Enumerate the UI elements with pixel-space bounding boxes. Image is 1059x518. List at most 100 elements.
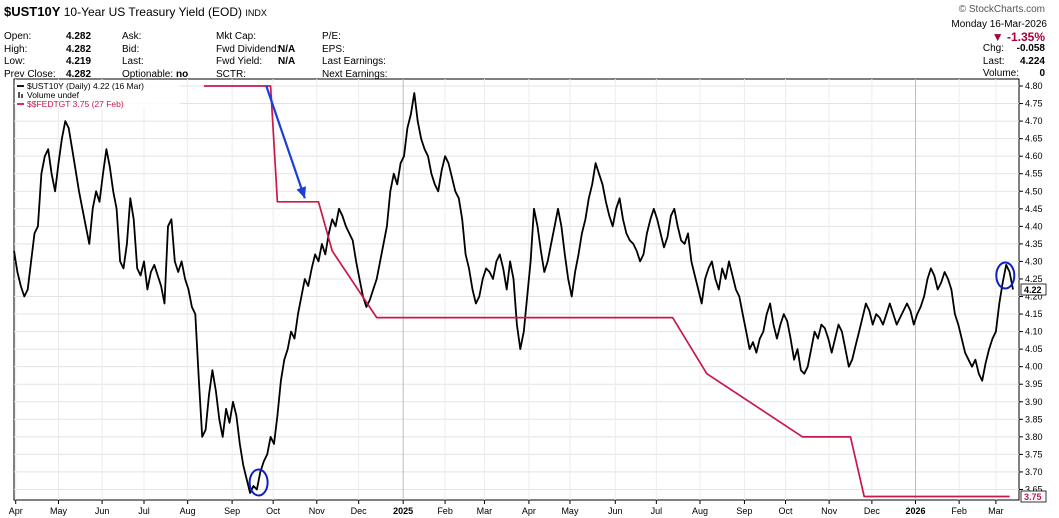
info-label: Ask:: [122, 31, 142, 42]
y-tick-label: 4.55: [1025, 169, 1043, 179]
y-tick-label: 3.65: [1025, 484, 1043, 494]
y-tick-label: 4.35: [1025, 239, 1043, 249]
last-value-box: [1020, 490, 1047, 503]
info-row: Last Earnings:: [322, 56, 402, 69]
y-tick-label: 4.15: [1025, 309, 1043, 319]
info-col-3: Mkt Cap: Fwd Dividend:N/A Fwd Yield: N/A SCT…: [216, 31, 295, 81]
info-row: EPS:: [322, 44, 402, 57]
info-row: Prev Close: 4.282: [4, 69, 91, 82]
info-row: Fwd Dividend:N/A: [216, 44, 295, 57]
info-row: Low: 4.219: [4, 56, 91, 69]
right-info-label: Chg:: [982, 43, 1004, 54]
y-tick-label: 4.75: [1025, 99, 1043, 109]
info-value: 4.282: [66, 43, 92, 55]
x-tick-label: Oct: [778, 506, 793, 516]
info-label: P/E:: [322, 31, 341, 42]
y-tick-label: 4.45: [1025, 204, 1043, 214]
x-tick-label: 2025: [393, 506, 413, 516]
y-tick-label: 4.50: [1025, 186, 1043, 196]
info-value: 4.282: [66, 31, 92, 42]
right-info-label: Volume:: [982, 68, 1019, 79]
x-tick-label: 2026: [905, 506, 925, 516]
info-row: Ask:: [122, 31, 188, 44]
y-tick-label: 3.90: [1025, 397, 1043, 407]
exchange: INDX: [245, 8, 267, 18]
x-tick-label: May: [561, 506, 579, 516]
x-tick-label: Apr: [9, 506, 23, 516]
x-tick-label: Aug: [180, 506, 196, 516]
y-tick-label: 4.10: [1025, 327, 1043, 337]
info-value: N/A: [278, 56, 296, 67]
annotation-circle: [995, 261, 1016, 290]
info-label: EPS:: [322, 43, 345, 55]
info-label: Optionable:: [122, 68, 174, 80]
y-tick-label: 4.00: [1025, 362, 1043, 372]
change-percent: ▼ -1.35%: [991, 30, 1045, 44]
legend-label: $UST10Y (Daily) 4.22 (16 Mar): [27, 81, 144, 91]
y-tick-label: 4.20: [1025, 292, 1043, 302]
info-row: SCTR:: [216, 69, 295, 82]
chart-title: $UST10Y 10-Year US Treasury Yield (EOD) …: [4, 4, 267, 19]
y-tick-label: 3.85: [1025, 414, 1043, 424]
x-tick-label: Mar: [477, 506, 493, 516]
info-row: Last:: [122, 56, 188, 69]
y-tick-label: 4.05: [1025, 344, 1043, 354]
info-row: Open: 4.282: [4, 31, 91, 44]
info-row: Mkt Cap:: [216, 31, 295, 44]
x-tick-label: Feb: [437, 506, 453, 516]
info-col-4: P/E: EPS: Last Earnings: Next Earnings:: [322, 31, 402, 81]
legend-label: $$FEDTGT 3.75 (27 Feb): [27, 99, 124, 109]
info-label: Prev Close:: [4, 68, 56, 80]
x-tick-label: Apr: [522, 506, 536, 516]
annotation-arrowhead: [296, 186, 306, 199]
quote-date: Monday 16-Mar-2026: [951, 19, 1047, 30]
y-tick-label: 4.25: [1025, 274, 1043, 284]
info-label: SCTR:: [216, 68, 246, 80]
y-tick-label: 4.70: [1025, 116, 1043, 126]
right-info-values: -0.058 4.224 0: [1017, 43, 1045, 81]
info-label: Fwd Yield:: [216, 56, 263, 67]
last-value-box: [1020, 283, 1047, 296]
info-label: Bid:: [122, 43, 140, 55]
x-tick-label: Sep: [224, 506, 240, 516]
legend-swatch: [21, 94, 23, 98]
x-tick-label: Jun: [95, 506, 110, 516]
x-tick-label: Jun: [608, 506, 623, 516]
info-row: Bid:: [122, 44, 188, 57]
info-label: Last Earnings:: [322, 56, 386, 67]
y-tick-label: 4.40: [1025, 221, 1043, 231]
x-tick-label: Aug: [692, 506, 708, 516]
y-tick-label: 3.80: [1025, 432, 1043, 442]
x-tick-label: Dec: [864, 506, 881, 516]
right-info-value: 0: [1039, 68, 1045, 79]
symbol-name: 10-Year US Treasury Yield (EOD): [63, 5, 243, 19]
right-info-value: 4.224: [1019, 55, 1045, 67]
info-value: 4.282: [66, 68, 92, 80]
info-row: Fwd Yield: N/A: [216, 56, 295, 69]
info-label: High:: [4, 43, 28, 55]
x-tick-label: Sep: [736, 506, 752, 516]
x-tick-label: Nov: [309, 506, 326, 516]
info-label: Next Earnings:: [322, 68, 388, 80]
info-label: Fwd Dividend:: [216, 43, 280, 55]
info-value: N/A: [278, 43, 296, 55]
x-tick-label: May: [50, 506, 68, 516]
info-label: Open:: [4, 31, 32, 42]
x-tick-label: Dec: [351, 506, 368, 516]
y-tick-label: 3.95: [1025, 379, 1043, 389]
x-tick-label: Mar: [988, 506, 1004, 516]
y-tick-label: 4.60: [1025, 151, 1043, 161]
y-tick-label: 3.70: [1025, 467, 1043, 477]
y-tick-label: 4.80: [1025, 81, 1043, 91]
info-value: no: [176, 68, 189, 80]
last-value-label: 3.75: [1024, 492, 1042, 502]
info-row: Optionable: no: [122, 69, 188, 82]
right-info-value: -0.058: [1016, 43, 1045, 54]
info-row: Next Earnings:: [322, 69, 402, 82]
symbol: $UST10Y: [4, 4, 61, 19]
info-label: Mkt Cap:: [216, 31, 257, 42]
plot-area: [13, 78, 1020, 501]
info-row: High: 4.282: [4, 44, 91, 57]
info-value: 4.219: [66, 56, 92, 67]
legend-box: [15, 80, 180, 108]
